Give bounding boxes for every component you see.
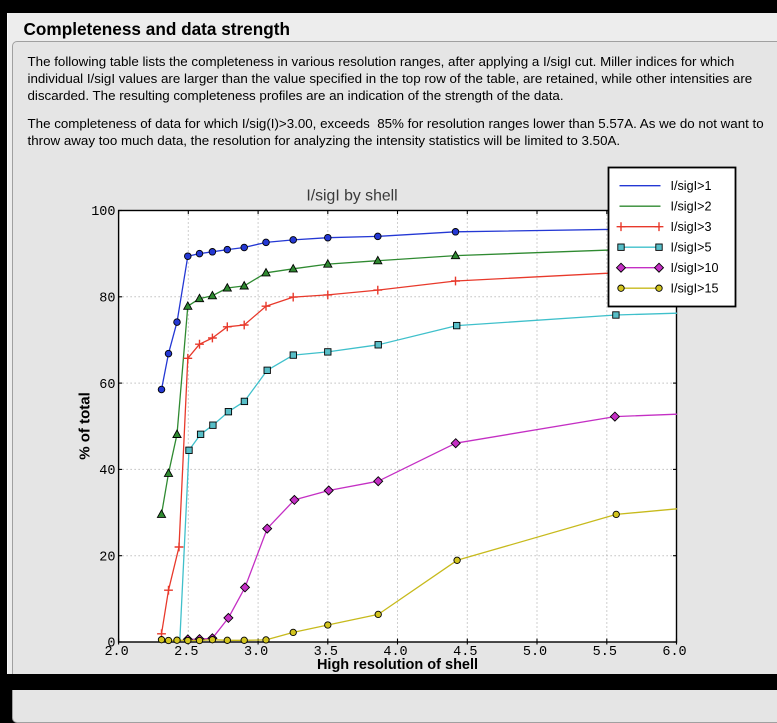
svg-text:4.5: 4.5: [453, 645, 477, 660]
svg-text:0: 0: [107, 637, 115, 652]
svg-text:I/sigI>1: I/sigI>1: [671, 179, 712, 193]
svg-text:3.0: 3.0: [244, 645, 268, 660]
svg-text:80: 80: [99, 292, 115, 307]
svg-text:I/sigI>2: I/sigI>2: [671, 200, 712, 214]
svg-text:I/sigI>10: I/sigI>10: [671, 261, 719, 275]
svg-text:2.5: 2.5: [174, 645, 198, 660]
svg-text:I/sigI by shell: I/sigI by shell: [306, 187, 397, 204]
svg-text:4.0: 4.0: [383, 645, 407, 660]
svg-text:20: 20: [99, 550, 115, 565]
svg-text:5.5: 5.5: [593, 645, 617, 660]
svg-text:6.0: 6.0: [662, 645, 686, 660]
svg-text:2.0: 2.0: [104, 645, 128, 660]
svg-text:I/sigI>5: I/sigI>5: [671, 241, 712, 255]
svg-text:High resolution of shell: High resolution of shell: [317, 657, 478, 673]
svg-text:I/sigI>3: I/sigI>3: [671, 220, 712, 234]
svg-text:40: 40: [99, 464, 115, 479]
svg-text:60: 60: [99, 378, 115, 393]
svg-text:100: 100: [91, 205, 115, 220]
svg-text:3.5: 3.5: [314, 645, 338, 660]
svg-text:5.0: 5.0: [523, 645, 547, 660]
svg-text:% of total: % of total: [77, 392, 94, 460]
svg-text:I/sigI>15: I/sigI>15: [671, 282, 719, 296]
